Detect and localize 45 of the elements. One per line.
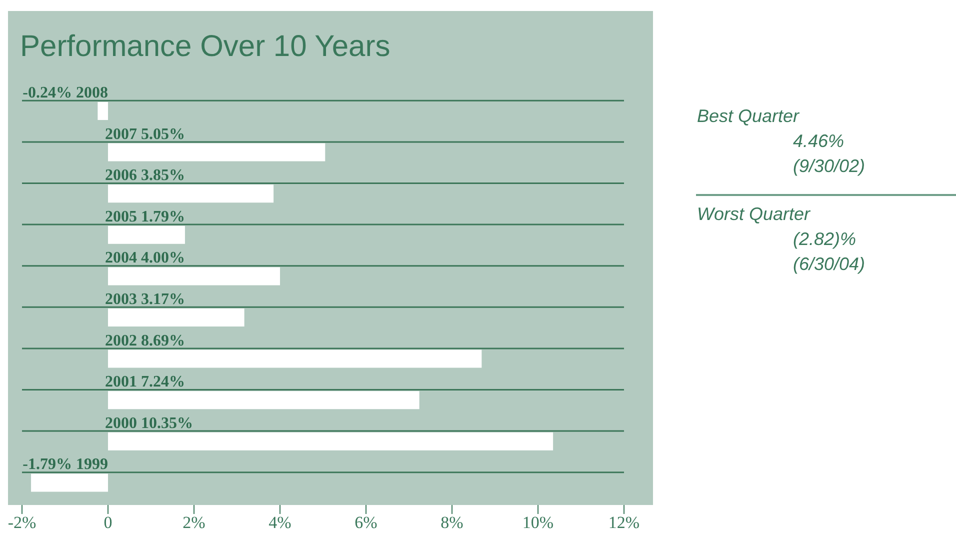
bar xyxy=(108,391,420,410)
x-tick-label: -2% xyxy=(8,513,36,532)
x-tick-label: 4% xyxy=(268,513,292,532)
data-label: 4.00% xyxy=(141,250,185,267)
y-tick-label: 2008 xyxy=(76,84,108,102)
text: Worst Quarter xyxy=(697,203,812,226)
y-tick-label: 2000 xyxy=(105,414,137,432)
text: Best Quarter xyxy=(697,105,800,128)
y-tick-label: 2005 xyxy=(105,208,137,226)
bar xyxy=(31,474,108,492)
data-label: 3.17% xyxy=(141,291,185,308)
text: 4.46% xyxy=(793,130,846,153)
y-tick-label: 2004 xyxy=(105,250,137,267)
x-tick-label: 6% xyxy=(354,513,378,532)
y-tick-label: 2007 xyxy=(105,126,137,143)
bar xyxy=(108,308,244,326)
x-tick-label: 0 xyxy=(104,513,112,532)
y-tick-label: 2003 xyxy=(105,291,137,308)
y-tick-label: 2001 xyxy=(105,374,137,391)
data-label: 7.24% xyxy=(141,374,185,391)
text: (6/30/04) xyxy=(793,253,866,276)
y-tick-label: 2006 xyxy=(105,167,137,184)
data-label: 8.69% xyxy=(141,332,185,350)
y-tick-label: 1999 xyxy=(76,456,108,474)
bar xyxy=(108,143,326,162)
bar xyxy=(108,350,482,368)
bar xyxy=(108,432,554,450)
data-label: -0.24% xyxy=(22,84,72,102)
text: (9/30/02) xyxy=(793,155,866,178)
bar xyxy=(108,267,280,286)
chart-title: Performance Over 10 Years xyxy=(20,30,390,64)
x-tick-label: 8% xyxy=(440,513,464,532)
text: (2.82)% xyxy=(793,228,858,251)
data-label: 1.79% xyxy=(141,208,185,226)
bar xyxy=(98,102,108,120)
y-tick-label: 2002 xyxy=(105,332,137,350)
x-tick-label: 2% xyxy=(182,513,206,532)
data-label: -1.79% xyxy=(22,456,72,474)
data-label: 10.35% xyxy=(141,414,193,432)
x-tick-label: 10% xyxy=(522,513,554,532)
bar xyxy=(108,184,274,203)
data-label: 5.05% xyxy=(141,126,185,143)
x-tick-label: 12% xyxy=(608,513,640,532)
data-label: 3.85% xyxy=(141,167,185,184)
bar xyxy=(108,226,185,244)
